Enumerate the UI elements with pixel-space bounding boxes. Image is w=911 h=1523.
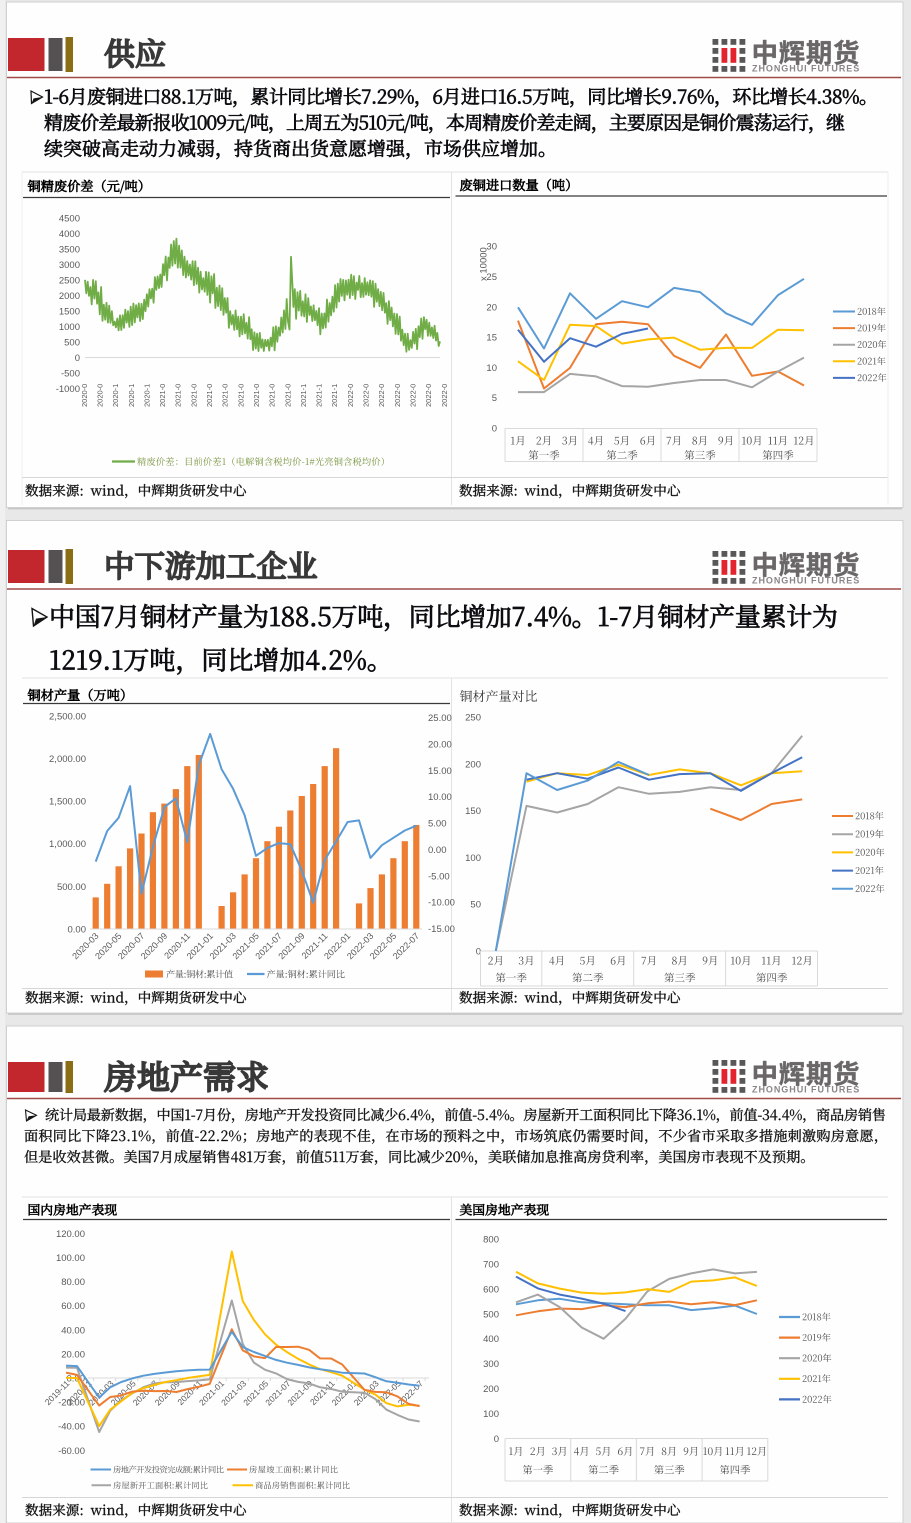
svg-text:-500: -500 bbox=[61, 369, 80, 380]
svg-text:600: 600 bbox=[483, 1284, 499, 1295]
svg-text:1500: 1500 bbox=[59, 307, 80, 318]
svg-text:2022-0: 2022-0 bbox=[440, 384, 449, 407]
svg-text:2021-0: 2021-0 bbox=[252, 384, 261, 407]
svg-text:120.00: 120.00 bbox=[56, 1229, 85, 1240]
svg-text:-40.00: -40.00 bbox=[58, 1422, 85, 1433]
svg-text:2021-0: 2021-0 bbox=[205, 384, 214, 407]
svg-text:2021-1: 2021-1 bbox=[299, 384, 308, 407]
svg-text:2021-0: 2021-0 bbox=[158, 384, 167, 407]
svg-text:20: 20 bbox=[486, 302, 497, 313]
svg-text:2020-1: 2020-1 bbox=[111, 384, 120, 407]
svg-text:250: 250 bbox=[465, 713, 481, 724]
svg-text:4500: 4500 bbox=[59, 214, 80, 225]
svg-text:2022-0: 2022-0 bbox=[362, 384, 371, 407]
svg-text:-15.00: -15.00 bbox=[428, 924, 455, 935]
svg-text:-5.00: -5.00 bbox=[428, 871, 450, 882]
svg-text:2022-0: 2022-0 bbox=[424, 384, 433, 407]
svg-text:2021-0: 2021-0 bbox=[221, 384, 230, 407]
svg-text:500: 500 bbox=[64, 338, 80, 349]
svg-text:2021-0: 2021-0 bbox=[236, 384, 245, 407]
svg-text:1,000.00: 1,000.00 bbox=[49, 839, 86, 850]
svg-text:-60.00: -60.00 bbox=[58, 1446, 85, 1457]
svg-text:5: 5 bbox=[492, 393, 497, 404]
svg-text:100.00: 100.00 bbox=[56, 1253, 85, 1264]
svg-text:20.00: 20.00 bbox=[61, 1349, 85, 1360]
svg-text:400: 400 bbox=[483, 1334, 499, 1345]
svg-text:3000: 3000 bbox=[59, 260, 80, 271]
svg-text:200: 200 bbox=[483, 1384, 499, 1395]
svg-text:100: 100 bbox=[465, 853, 481, 864]
svg-text:700: 700 bbox=[483, 1259, 499, 1270]
svg-text:25: 25 bbox=[486, 272, 497, 283]
svg-text:0: 0 bbox=[492, 424, 497, 435]
svg-text:-1000: -1000 bbox=[56, 384, 80, 395]
svg-text:2021-1: 2021-1 bbox=[315, 384, 324, 407]
svg-text:1000: 1000 bbox=[59, 322, 80, 333]
svg-text:50: 50 bbox=[470, 900, 481, 911]
svg-text:0: 0 bbox=[476, 947, 481, 958]
svg-text:150: 150 bbox=[465, 806, 481, 817]
svg-text:500.00: 500.00 bbox=[57, 882, 86, 893]
svg-text:2021-0: 2021-0 bbox=[268, 384, 277, 407]
svg-text:800: 800 bbox=[483, 1235, 499, 1246]
svg-text:0.00: 0.00 bbox=[428, 845, 447, 856]
svg-text:0: 0 bbox=[494, 1434, 499, 1445]
svg-text:2500: 2500 bbox=[59, 276, 80, 287]
svg-text:ZHONGHUI FUTURES: ZHONGHUI FUTURES bbox=[752, 576, 860, 586]
svg-text:80.00: 80.00 bbox=[61, 1277, 85, 1288]
svg-text:300: 300 bbox=[483, 1359, 499, 1370]
svg-text:0: 0 bbox=[75, 353, 80, 364]
svg-text:2022-0: 2022-0 bbox=[346, 384, 355, 407]
svg-text:2020-1: 2020-1 bbox=[142, 384, 151, 407]
svg-text:100: 100 bbox=[483, 1409, 499, 1420]
svg-text:40.00: 40.00 bbox=[61, 1325, 85, 1336]
svg-text:x 10000: x 10000 bbox=[479, 247, 490, 281]
svg-text:3500: 3500 bbox=[59, 245, 80, 256]
svg-text:30: 30 bbox=[486, 242, 497, 253]
svg-text:5.00: 5.00 bbox=[428, 819, 447, 830]
svg-text:25.00: 25.00 bbox=[428, 713, 452, 724]
svg-text:2021-0: 2021-0 bbox=[189, 384, 198, 407]
svg-text:15.00: 15.00 bbox=[428, 766, 452, 777]
svg-text:ZHONGHUI FUTURES: ZHONGHUI FUTURES bbox=[752, 64, 860, 74]
svg-text:2,000.00: 2,000.00 bbox=[49, 754, 86, 765]
svg-text:2020-1: 2020-1 bbox=[127, 384, 136, 407]
svg-text:2022-0: 2022-0 bbox=[409, 384, 418, 407]
svg-text:-20.00: -20.00 bbox=[58, 1398, 85, 1409]
svg-text:200: 200 bbox=[465, 759, 481, 770]
svg-text:2021-0: 2021-0 bbox=[283, 384, 292, 407]
svg-text:500: 500 bbox=[483, 1309, 499, 1320]
svg-text:2022-0: 2022-0 bbox=[393, 384, 402, 407]
svg-text:10: 10 bbox=[486, 363, 497, 374]
svg-text:15: 15 bbox=[486, 333, 497, 344]
svg-text:2020-0: 2020-0 bbox=[80, 384, 89, 407]
svg-text:2022-0: 2022-0 bbox=[377, 384, 386, 407]
svg-text:ZHONGHUI FUTURES: ZHONGHUI FUTURES bbox=[752, 1085, 860, 1095]
svg-text:20.00: 20.00 bbox=[428, 739, 452, 750]
svg-text:2020-0: 2020-0 bbox=[96, 384, 105, 407]
svg-text:1,500.00: 1,500.00 bbox=[49, 797, 86, 808]
svg-text:2000: 2000 bbox=[59, 291, 80, 302]
svg-text:60.00: 60.00 bbox=[61, 1301, 85, 1312]
svg-text:2,500.00: 2,500.00 bbox=[49, 711, 86, 722]
svg-text:10.00: 10.00 bbox=[428, 792, 452, 803]
svg-text:2021-0: 2021-0 bbox=[174, 384, 183, 407]
svg-text:2021-1: 2021-1 bbox=[330, 384, 339, 407]
svg-text:0.00: 0.00 bbox=[68, 925, 87, 936]
svg-text:4000: 4000 bbox=[59, 229, 80, 240]
svg-text:-10.00: -10.00 bbox=[428, 898, 455, 909]
